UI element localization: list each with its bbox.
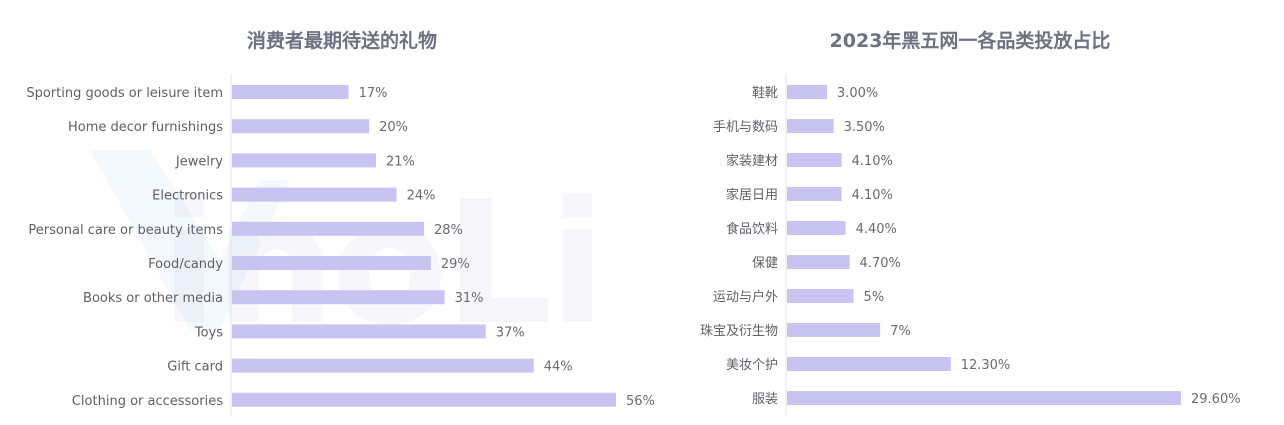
gifts-category-label: Clothing or accessories — [72, 394, 223, 409]
categories-value-label: 4.70% — [860, 256, 901, 271]
gifts-value-label: 24% — [407, 189, 436, 204]
categories-value-label: 3.00% — [837, 86, 878, 101]
chart-title-categories: 2023年黑五网一各品类投放占比 — [829, 30, 1111, 52]
gifts-category-label: Personal care or beauty items — [28, 223, 223, 238]
gifts-bar — [232, 221, 424, 236]
categories-bar — [787, 391, 1181, 405]
categories-value-label: 5% — [864, 290, 885, 305]
categories-value-label: 29.60% — [1191, 392, 1241, 407]
gifts-bar — [232, 324, 486, 339]
gifts-category-label: Jewelry — [175, 154, 223, 169]
gifts-value-label: 20% — [379, 120, 408, 135]
categories-value-label: 4.10% — [852, 188, 893, 203]
categories-category-label: 保健 — [752, 256, 778, 271]
gifts-category-label: Electronics — [152, 189, 223, 204]
categories-category-label: 服装 — [752, 392, 778, 407]
categories-value-label: 4.40% — [856, 222, 897, 237]
categories-category-label: 珠宝及衍生物 — [700, 324, 778, 339]
gifts-bar — [232, 358, 534, 373]
chart-title-gifts: 消费者最期待送的礼物 — [246, 30, 437, 52]
gifts-value-label: 21% — [386, 154, 415, 169]
categories-bar — [787, 323, 881, 337]
categories-category-label: 鞋靴 — [752, 85, 778, 101]
categories-category-label: 运动与户外 — [713, 289, 778, 305]
gifts-category-label: Home decor furnishings — [68, 120, 223, 135]
gifts-value-label: 44% — [544, 360, 573, 375]
gifts-bar-chart: Sporting goods or leisure item 17% Home de… — [26, 74, 655, 416]
gifts-value-label: 37% — [496, 325, 525, 340]
categories-bar — [787, 187, 842, 201]
categories-bar — [787, 85, 827, 99]
gifts-bar — [232, 256, 431, 270]
categories-value-label: 3.50% — [844, 120, 885, 135]
categories-category-label: 食品饮料 — [726, 221, 778, 237]
categories-value-label: 7% — [890, 324, 911, 339]
categories-value-label: 12.30% — [961, 358, 1011, 373]
categories-bar — [787, 357, 951, 371]
gifts-bar — [232, 153, 376, 168]
gifts-value-label: 31% — [455, 291, 484, 306]
categories-category-label: 手机与数码 — [713, 120, 778, 135]
categories-category-label: 美妆个护 — [726, 358, 778, 373]
gifts-category-label: Toys — [194, 325, 223, 340]
categories-bar — [787, 221, 846, 235]
gifts-value-label: 17% — [359, 86, 388, 101]
gifts-category-label: Food/candy — [148, 257, 223, 272]
gifts-category-label: Books or other media — [83, 291, 223, 306]
categories-category-label: 家装建材 — [726, 153, 778, 169]
gifts-bar — [232, 119, 370, 134]
gifts-category-label: Sporting goods or leisure item — [26, 86, 223, 101]
gifts-bar — [232, 392, 616, 407]
gifts-bar — [232, 85, 349, 99]
categories-bar — [787, 255, 850, 269]
categories-bar — [787, 153, 842, 167]
gifts-category-label: Gift card — [167, 360, 223, 375]
gifts-bar — [232, 290, 445, 305]
gifts-value-label: 28% — [434, 223, 463, 238]
gifts-bar — [232, 187, 397, 202]
gifts-value-label: 56% — [626, 394, 655, 409]
categories-value-label: 4.10% — [852, 154, 893, 169]
categories-bar — [787, 119, 834, 133]
categories-category-label: 家居日用 — [726, 187, 778, 203]
gifts-value-label: 29% — [441, 257, 470, 272]
categories-bar — [787, 289, 854, 303]
